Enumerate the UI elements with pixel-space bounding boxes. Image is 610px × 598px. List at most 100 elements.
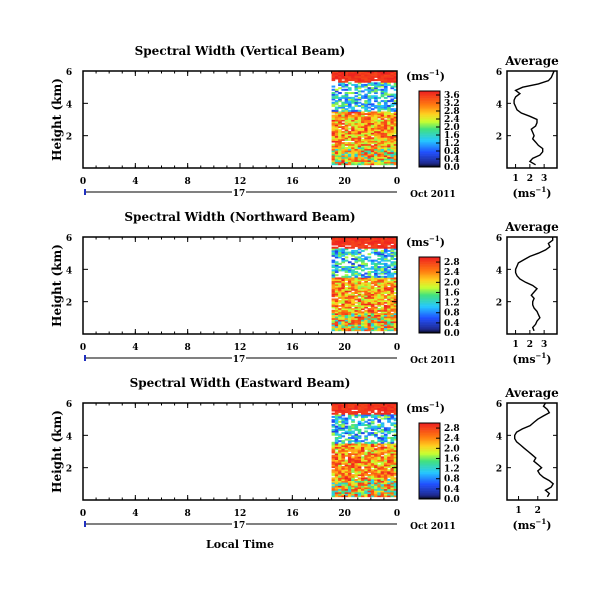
heatmap-cell [347,111,352,114]
heatmap-cell [354,270,359,273]
heatmap-cell [364,240,368,243]
x-tick-label: 0 [394,177,400,187]
heatmap-cell [390,436,395,439]
heatmap-cell [364,478,368,481]
heatmap-cell [393,103,398,106]
heatmap-cell [390,287,395,290]
heatmap-cell [383,103,388,106]
heatmap-cell [341,241,346,244]
heatmap-cell [354,478,359,481]
heatmap-cell [370,246,375,249]
unit-sup: −1 [429,234,440,243]
heatmap-cell [387,449,391,452]
heatmap-cell [361,122,365,125]
heatmap-cell [351,406,355,409]
heatmap-cell [390,485,395,488]
unit-sup: −1 [536,517,547,526]
heatmap-cell [341,406,346,409]
heatmap-cell [347,142,352,145]
heatmap-cell [344,74,349,77]
heatmap-cell [347,466,352,469]
heatmap-cell [344,138,349,141]
heatmap-cell [331,298,336,301]
unit-close: ) [440,236,445,249]
y-tick-label: 6 [66,400,72,410]
heatmap-cell [383,77,388,80]
heatmap-cell [357,456,362,459]
heatmap-cell [393,146,398,149]
heatmap-cell [367,106,372,109]
heatmap-cell [383,409,388,412]
heatmap-cell [393,125,398,128]
heatmap-cell [383,483,388,486]
heatmap-cell [377,308,382,311]
colorbar-segment [419,144,440,146]
heatmap-cell [367,272,372,275]
day-label-bg [232,353,246,363]
colorbar-tick-label: 1.6 [444,288,460,298]
colorbar-segment [419,102,440,104]
unit-text: (ms [512,519,535,532]
heatmap-cell [354,403,359,406]
heatmap-cell [338,283,342,286]
heatmap-cell [331,101,336,104]
heatmap-cell [361,304,365,307]
heatmap-cell [334,279,339,282]
heatmap-cell [344,130,349,133]
heatmap-cell [341,111,346,114]
heatmap-cell [334,138,339,141]
heatmap-cell [374,428,378,431]
heatmap-cell [387,419,391,422]
heatmap-cell [354,487,359,490]
average-x-tick-label: 3 [541,340,547,350]
heatmap-cell [374,246,378,249]
heatmap-cell [354,77,359,80]
heatmap-cell [338,446,342,449]
heatmap-cell [380,322,385,325]
heatmap-cell [370,409,375,412]
heatmap-cell [377,253,382,256]
heatmap-cell [390,275,395,278]
heatmap-cell [338,117,342,120]
heatmap-cell [393,417,398,420]
heatmap-cell [334,158,339,161]
heatmap-cell [390,319,395,322]
heatmap-cell [331,146,336,149]
heatmap-cell [357,453,362,456]
heatmap-cell [387,161,391,164]
heatmap-cell [347,295,352,298]
heatmap-cell [383,142,388,145]
average-frame [506,402,558,501]
heatmap-cell [334,469,339,472]
heatmap-cell [380,445,385,448]
colorbar-segment [419,115,440,117]
heatmap-cell [377,324,382,327]
heatmap-cell [370,159,375,162]
heatmap-cell [374,432,378,435]
heatmap-cell [351,448,355,451]
heatmap-cell [390,327,395,330]
heatmap-cell [354,245,359,248]
colorbar-segment [419,163,440,165]
heatmap-cell [338,158,342,161]
heatmap-cell [338,420,342,423]
heatmap-cell [344,88,349,91]
heatmap-cell [341,483,346,486]
colorbar-segment [419,154,440,156]
x-tick-label: 12 [234,343,247,353]
heatmap-cell [367,111,372,114]
heatmap-cell [357,329,362,332]
heatmap-cell [374,306,378,309]
heatmap-cell [367,140,372,143]
heatmap-cell [367,92,372,95]
heatmap-cell [344,291,349,294]
heatmap-cell [351,270,355,273]
heatmap-cell [377,475,382,478]
heatmap-cell [351,314,355,317]
heatmap-cell [344,83,349,86]
heatmap-cell [354,251,359,254]
heatmap-cell [334,454,339,457]
heatmap-cell [347,100,352,103]
heatmap-cell [334,285,339,288]
heatmap-cell [341,314,346,317]
